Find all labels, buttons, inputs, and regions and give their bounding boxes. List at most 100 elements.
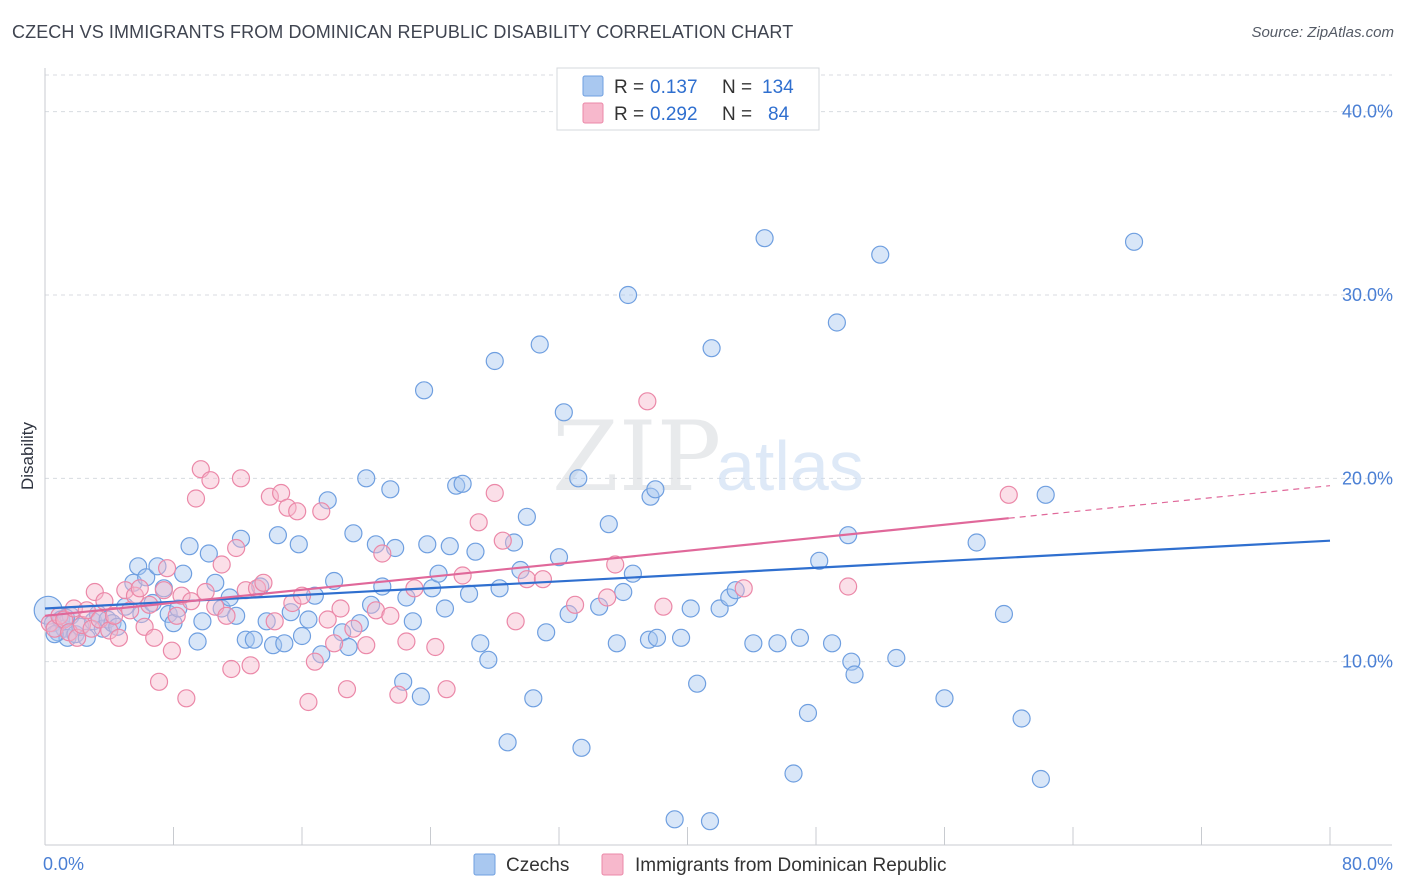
czech-point bbox=[231, 529, 251, 548]
dom-point bbox=[533, 570, 553, 589]
legend-r-label-czech: R = bbox=[614, 77, 644, 98]
dom-point bbox=[186, 489, 206, 508]
dom-point bbox=[337, 680, 357, 699]
dom-point bbox=[72, 615, 92, 635]
czech-point bbox=[292, 626, 312, 646]
czech-point bbox=[188, 632, 207, 651]
czech-point bbox=[845, 665, 864, 684]
czech-point bbox=[790, 628, 810, 647]
czech-point bbox=[339, 637, 358, 657]
dom-point bbox=[130, 579, 149, 598]
dom-point bbox=[95, 592, 114, 611]
czech-point bbox=[623, 564, 642, 583]
czech-trend-line bbox=[44, 539, 1331, 610]
czech-point bbox=[720, 588, 739, 607]
czech-point bbox=[414, 381, 434, 400]
czech-point bbox=[614, 582, 633, 602]
czech-point bbox=[1031, 769, 1050, 789]
czech-point bbox=[479, 650, 498, 669]
czech-point bbox=[967, 533, 986, 552]
dom-point bbox=[426, 637, 445, 657]
czech-point bbox=[537, 623, 556, 642]
czech-point bbox=[174, 564, 193, 583]
czech-point bbox=[435, 599, 455, 618]
dom-point bbox=[437, 680, 456, 699]
dom-point bbox=[325, 634, 344, 653]
czech-point bbox=[569, 469, 588, 488]
czech-point bbox=[498, 733, 517, 752]
czech-point bbox=[1124, 232, 1144, 251]
czech-point bbox=[524, 689, 543, 708]
czech-point bbox=[361, 595, 381, 614]
dom-point bbox=[485, 483, 504, 503]
dom-point bbox=[222, 659, 241, 679]
czech-point bbox=[411, 687, 430, 706]
dom-point bbox=[839, 577, 858, 596]
czech-point bbox=[418, 535, 437, 554]
czech-point bbox=[206, 573, 225, 592]
dom-point bbox=[85, 582, 104, 602]
dom-point bbox=[493, 531, 512, 550]
bottom-legend-swatch-dominican bbox=[601, 853, 624, 876]
czech-point bbox=[344, 524, 363, 543]
czech-point bbox=[822, 634, 842, 653]
dom-point bbox=[331, 599, 350, 618]
czech-point bbox=[381, 480, 400, 499]
czech-point bbox=[244, 630, 263, 649]
czech-point bbox=[275, 634, 294, 653]
dom-point bbox=[654, 597, 673, 616]
dom-point bbox=[598, 588, 617, 607]
dom-point bbox=[149, 672, 169, 691]
legend-r-label-dominican: R = bbox=[614, 104, 644, 125]
czech-point bbox=[447, 476, 466, 495]
czech-point bbox=[1012, 709, 1031, 728]
dom-point bbox=[145, 628, 164, 647]
bottom-legend-swatch-czech bbox=[473, 853, 496, 876]
czech-point bbox=[887, 648, 906, 668]
bottom-legend-czech: Czechs bbox=[506, 855, 569, 876]
dom-point bbox=[606, 555, 625, 574]
czech-point bbox=[199, 544, 218, 563]
dom-point bbox=[212, 555, 231, 574]
legend-swatch-czech bbox=[582, 75, 604, 97]
dom-point bbox=[999, 485, 1018, 504]
legend-swatch-dominican bbox=[582, 102, 604, 124]
dom-point bbox=[177, 689, 196, 708]
chart-title: CZECH VS IMMIGRANTS FROM DOMINICAN REPUB… bbox=[12, 22, 794, 42]
dom-point bbox=[109, 628, 128, 647]
trend-lines bbox=[44, 485, 1331, 617]
czech-point bbox=[871, 245, 890, 264]
dom-point bbox=[357, 636, 376, 655]
watermark-atlas: atlas bbox=[716, 427, 864, 505]
czech-point bbox=[530, 335, 549, 354]
czech-point bbox=[403, 612, 422, 631]
dom-point bbox=[157, 559, 177, 578]
dom-point bbox=[453, 566, 472, 585]
czech-point bbox=[366, 535, 385, 554]
czech-point bbox=[647, 628, 667, 647]
y-axis-title: Disability bbox=[18, 421, 37, 490]
axes bbox=[44, 68, 1392, 846]
czech-point bbox=[289, 535, 308, 554]
czech-point bbox=[263, 636, 283, 655]
x-tick-labels: 0.0% 80.0% bbox=[43, 854, 1393, 874]
bottom-legend: Czechs Immigrants from Dominican Republi… bbox=[473, 853, 947, 876]
dom-point bbox=[100, 621, 119, 640]
czech-point bbox=[549, 548, 569, 567]
dom-point bbox=[565, 595, 585, 614]
czech-point bbox=[281, 603, 300, 622]
dom-point bbox=[312, 502, 331, 521]
czech-point bbox=[688, 674, 707, 693]
legend-n-value-dominican: 84 bbox=[768, 104, 790, 125]
x-tick-label-min: 0.0% bbox=[43, 854, 84, 874]
dom-point bbox=[389, 685, 408, 704]
dom-point bbox=[104, 606, 124, 625]
czech-point bbox=[471, 634, 490, 653]
dom-point bbox=[397, 632, 416, 651]
czech-point bbox=[599, 515, 618, 534]
bottom-legend-dominican: Immigrants from Dominican Republic bbox=[635, 855, 947, 876]
czech-points bbox=[33, 229, 1144, 831]
czech-point bbox=[357, 469, 376, 488]
dom-point bbox=[254, 573, 273, 592]
